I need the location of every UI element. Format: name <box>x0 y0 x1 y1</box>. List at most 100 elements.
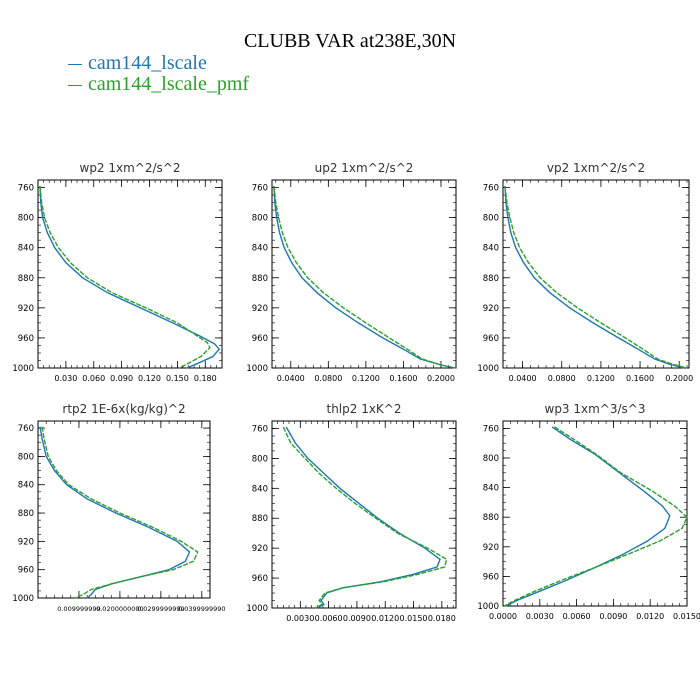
y-tick-label: 1000 <box>12 364 34 374</box>
y-tick-label: 880 <box>252 274 268 284</box>
y-tick-label: 840 <box>483 244 499 254</box>
y-tick-label: 920 <box>18 304 34 314</box>
y-tick-label: 840 <box>18 481 34 491</box>
y-tick-label: 760 <box>483 184 499 194</box>
y-tick-label: 840 <box>252 484 268 494</box>
legend-swatch <box>68 63 82 65</box>
y-tick-label: 800 <box>483 454 499 464</box>
x-tick-label: 0.0030 <box>286 614 314 623</box>
y-tick-label: 800 <box>18 452 34 462</box>
x-tick-label: 0.0060 <box>563 612 591 621</box>
y-tick-label: 760 <box>18 424 34 434</box>
x-tick-label: 0.1600 <box>389 374 417 383</box>
y-tick-label: 800 <box>252 214 268 224</box>
x-tick-label: 0.1200 <box>587 374 615 383</box>
series-line-cam144-lscale-pmf <box>503 426 688 607</box>
series-line-cam144-lscale <box>39 185 221 369</box>
x-tick-label: 0.0400 <box>509 374 537 383</box>
legend-label: cam144_lscale <box>88 52 207 74</box>
series-line-cam144-lscale <box>39 426 191 599</box>
y-tick-label: 760 <box>252 424 268 434</box>
panel-6: wp3 1xm^3/s^3 760 800 840 880 920 960 10000.000… <box>477 402 700 621</box>
x-tick-label: 0.0060 <box>315 614 343 623</box>
series-line-cam144-lscale-pmf <box>41 426 199 599</box>
panel-title: wp2 1xm^2/s^2 <box>80 161 181 175</box>
x-tick-label: 0.0030 <box>526 612 554 621</box>
panel-4: rtp2 1E-6x(kg/kg)^2 760 800 840 880 920 960 100… <box>12 402 225 613</box>
y-tick-label: 920 <box>483 543 499 553</box>
panel-2: up2 1xm^2/s^2 760 800 840 880 920 960 1000 0.040… <box>246 161 457 383</box>
legend-swatch <box>68 84 82 86</box>
x-tick-label: 0.1200 <box>352 374 380 383</box>
series-line-cam144-lscale <box>285 426 441 609</box>
x-tick-label: 0.0299999999 <box>137 605 185 613</box>
plot-frame <box>37 179 223 369</box>
panel-title: up2 1xm^2/s^2 <box>315 161 414 175</box>
y-tick-label: 760 <box>483 424 499 434</box>
y-tick-label: 920 <box>18 537 34 547</box>
series-line-cam144-lscale <box>273 185 456 369</box>
panel-title: wp3 1xm^3/s^3 <box>545 402 646 416</box>
y-tick-label: 880 <box>483 274 499 284</box>
x-tick-label: 0.0090 <box>599 612 627 621</box>
y-tick-label: 840 <box>483 484 499 494</box>
y-tick-label: 880 <box>483 513 499 523</box>
x-tick-label: 0.0399999990 <box>178 605 226 613</box>
series-line-cam144-lscale-pmf <box>273 185 457 369</box>
plot-frame <box>502 179 690 369</box>
y-tick-label: 920 <box>483 304 499 314</box>
y-tick-label: 960 <box>252 334 268 344</box>
x-tick-label: 0.150 <box>166 374 189 383</box>
page-title: CLUBB VAR at238E,30N <box>243 30 457 52</box>
y-tick-label: 1000 <box>246 364 268 374</box>
x-tick-label: 0.030 <box>54 374 77 383</box>
plot-frame <box>271 179 457 369</box>
plot-frame <box>271 420 457 609</box>
y-tick-label: 1000 <box>12 594 34 604</box>
x-tick-label: 0.0120 <box>636 612 664 621</box>
y-tick-label: 880 <box>18 274 34 284</box>
x-tick-label: 0.0150 <box>400 614 428 623</box>
y-tick-label: 840 <box>252 244 268 254</box>
plot-frame <box>37 420 211 599</box>
panel-title: vp2 1xm^2/s^2 <box>547 161 645 175</box>
panel-title: thlp2 1xK^2 <box>326 402 401 416</box>
x-tick-label: 0.0120 <box>371 614 399 623</box>
panel-3: vp2 1xm^2/s^2 760 800 840 880 920 960 1000 0.040… <box>477 161 693 383</box>
y-tick-label: 880 <box>18 509 34 519</box>
y-tick-label: 760 <box>252 184 268 194</box>
x-tick-label: 0.060 <box>82 374 105 383</box>
y-tick-label: 960 <box>252 574 268 584</box>
series-line-cam144-lscale <box>504 185 685 369</box>
y-tick-label: 960 <box>483 572 499 582</box>
x-tick-label: 0.0800 <box>314 374 342 383</box>
panel-1: wp2 1xm^2/s^2 760 800 840 880 920 960 1000 0.030… <box>12 161 223 383</box>
x-tick-label: 0.0000 <box>489 612 517 621</box>
y-tick-label: 1000 <box>246 604 268 614</box>
y-tick-label: 960 <box>18 334 34 344</box>
y-tick-label: 920 <box>252 304 268 314</box>
panel-title: rtp2 1E-6x(kg/kg)^2 <box>62 402 185 416</box>
series-line-cam144-lscale <box>505 426 671 607</box>
x-tick-label: 0.0090 <box>343 614 371 623</box>
series-line-cam144-lscale-pmf <box>504 185 688 369</box>
y-tick-label: 800 <box>252 454 268 464</box>
y-tick-label: 920 <box>252 544 268 554</box>
x-tick-label: 0.0800 <box>548 374 576 383</box>
y-tick-label: 1000 <box>477 364 499 374</box>
y-tick-label: 840 <box>18 244 34 254</box>
y-tick-label: 880 <box>252 514 268 524</box>
y-tick-label: 800 <box>483 214 499 224</box>
legend-label: cam144_lscale_pmf <box>88 73 250 95</box>
x-tick-label: 0.0200000000 <box>96 605 144 613</box>
x-tick-label: 0.120 <box>138 374 161 383</box>
x-tick-label: 0.1600 <box>626 374 654 383</box>
y-tick-label: 760 <box>18 184 34 194</box>
legend-item-cam144-lscale-pmf: cam144_lscale_pmf <box>68 73 249 96</box>
x-tick-label: 0.090 <box>110 374 133 383</box>
series-line-cam144-lscale-pmf <box>39 185 211 369</box>
series-line-cam144-lscale-pmf <box>282 426 448 609</box>
y-tick-label: 960 <box>18 566 34 576</box>
